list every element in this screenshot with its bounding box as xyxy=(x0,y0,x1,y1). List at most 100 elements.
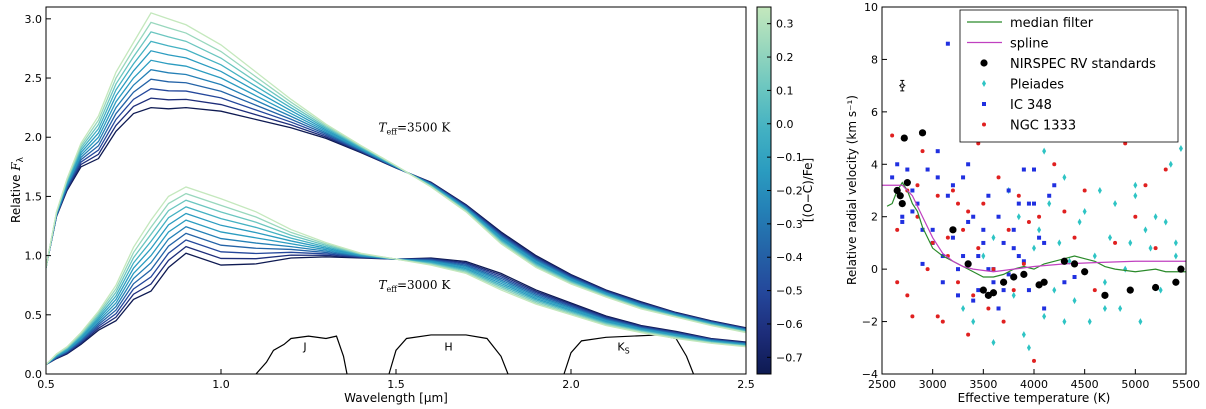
spectra-panel: 0.5 1.0 1.5 2.0 2.5 0.00.51.01.52.02.53.0 Te… xyxy=(9,6,815,405)
filter-band-label-2: KS xyxy=(617,340,629,355)
ngc-1333-point xyxy=(1011,288,1016,293)
legend-label-nirspec-rv-standards: NIRSPEC RV standards xyxy=(1010,57,1156,72)
radial-velocity-marks xyxy=(882,41,1186,363)
pleiades-point xyxy=(1138,318,1143,326)
ic-348-point xyxy=(890,175,895,180)
ic-348-point xyxy=(971,214,976,219)
pleiades-point xyxy=(1178,145,1183,153)
ic-348-point xyxy=(1042,240,1047,245)
colorbar-tick-label: −0.2 xyxy=(776,185,803,198)
ngc-1333-point xyxy=(981,201,986,206)
spectra-x-ticks: 0.5 1.0 1.5 2.0 2.5 xyxy=(37,369,755,391)
spectra-y-tick-label: 1.5 xyxy=(25,190,43,203)
ngc-1333-point xyxy=(956,280,960,285)
spectrum-line-teff3500-m3 xyxy=(46,78,746,330)
spectrum-line-teff3000-m9 xyxy=(46,192,746,365)
legend-label-ngc-1333: NGC 1333 xyxy=(1010,119,1076,134)
ic-348-point xyxy=(986,267,991,272)
ic-348-point xyxy=(1006,272,1011,277)
ic-348-point xyxy=(915,201,920,206)
ic-348-point xyxy=(920,227,925,232)
ic-348-point xyxy=(1001,240,1006,245)
ngc-1333-point xyxy=(1001,319,1006,324)
legend-swatch-pleiades xyxy=(982,80,986,87)
colorbar-tick-label: −0.6 xyxy=(776,318,803,331)
legend-label-spline: spline xyxy=(1010,37,1049,52)
ngc-1333-point xyxy=(1032,358,1036,363)
ic-348-point xyxy=(1062,280,1067,285)
pleiades-point xyxy=(1148,244,1153,252)
ic-348-point xyxy=(1011,246,1016,251)
ngc-1333-point xyxy=(1021,261,1026,266)
ngc-1333-point xyxy=(976,246,981,251)
ngc-1333-point xyxy=(956,201,960,206)
ic-348-point xyxy=(925,167,930,172)
ic-348-point xyxy=(1032,167,1036,172)
spectrum-line-teff3500-m7 xyxy=(46,40,746,332)
spectrum-line-teff3500-m0 xyxy=(46,106,746,329)
ngc-1333-point xyxy=(1153,246,1158,251)
teff-annotation-1: Teff=3000 K xyxy=(379,278,452,294)
colorbar-tick-label: −0.7 xyxy=(776,351,803,364)
spectra-y-tick-label: 0.0 xyxy=(25,368,43,381)
ic-348-point xyxy=(950,235,955,240)
pleiades-point xyxy=(1128,239,1133,247)
pleiades-point xyxy=(1082,207,1087,215)
pleiades-point xyxy=(1163,218,1168,226)
pleiades-point xyxy=(981,252,986,260)
ngc-1333-point xyxy=(1037,214,1042,219)
ngc-1333-point xyxy=(1006,227,1011,232)
rv-x-axis-label: Effective temperature (K) xyxy=(958,391,1111,405)
ngc-1333-point xyxy=(1092,288,1097,293)
filter-band-curve-2 xyxy=(563,334,695,374)
spectrum-line-teff3500-m5 xyxy=(46,59,746,331)
spectrum-line-teff3000-m8 xyxy=(46,199,746,366)
rv-y-tick-label: 4 xyxy=(871,158,878,171)
pleiades-point xyxy=(1133,181,1138,189)
nirspec-rv-standards-point xyxy=(1040,278,1048,286)
colorbar-tick-label: 0.2 xyxy=(776,51,794,64)
ic-348-point xyxy=(900,214,905,219)
ic-348-point xyxy=(976,288,981,293)
colorbar-tick-label: 0.1 xyxy=(776,84,794,97)
rv-y-tick-label: 2 xyxy=(871,211,878,224)
pleiades-point xyxy=(1011,291,1016,299)
pleiades-point xyxy=(1143,226,1148,234)
spectra-x-axis-label: Wavelength [μm] xyxy=(344,391,448,405)
rv-x-tick-label: 2500 xyxy=(868,378,896,391)
ic-348-point xyxy=(900,219,905,224)
ic-348-point xyxy=(991,280,996,285)
colorbar-tick-label: 0.3 xyxy=(776,18,794,31)
ngc-1333-point xyxy=(986,306,991,311)
pleiades-point xyxy=(1102,278,1107,286)
spectra-y-tick-label: 0.5 xyxy=(25,309,43,322)
ic-348-point xyxy=(920,261,925,266)
nirspec-rv-standards-point xyxy=(1081,268,1089,276)
pleiades-point xyxy=(1042,312,1047,320)
spectrum-line-teff3500-m2 xyxy=(46,88,746,330)
ic-348-point xyxy=(950,183,955,188)
colorbar-tick-label: −0.3 xyxy=(776,218,803,231)
ic-348-point xyxy=(981,240,986,245)
radial-velocity-panel: 2500 3000 3500 4000 4500 5000 5500 −4 −2 0 2 4 6 8 10… xyxy=(845,1,1200,405)
ic-348-point xyxy=(966,219,971,224)
ic-348-point xyxy=(1052,183,1057,188)
pleiades-point xyxy=(1042,147,1047,155)
ic-348-point xyxy=(945,193,950,198)
pleiades-point xyxy=(1153,213,1158,221)
nirspec-rv-standards-point xyxy=(979,286,987,294)
nirspec-rv-standards-point xyxy=(1060,257,1068,265)
nirspec-rv-standards-point xyxy=(896,192,904,200)
pleiades-point xyxy=(1072,297,1077,305)
spectra-x-tick-label: 2.5 xyxy=(737,378,755,391)
pleiades-point xyxy=(1113,200,1118,208)
filter-band-labels: J H KS xyxy=(302,340,629,355)
ic-348-point xyxy=(1021,167,1026,172)
pleiades-point xyxy=(1052,286,1057,294)
nirspec-rv-standards-point xyxy=(900,134,908,142)
nirspec-rv-standards-point xyxy=(1020,270,1028,278)
pleiades-point xyxy=(1173,252,1178,260)
ngc-1333-point xyxy=(935,314,940,319)
ngc-1333-point xyxy=(966,332,971,337)
